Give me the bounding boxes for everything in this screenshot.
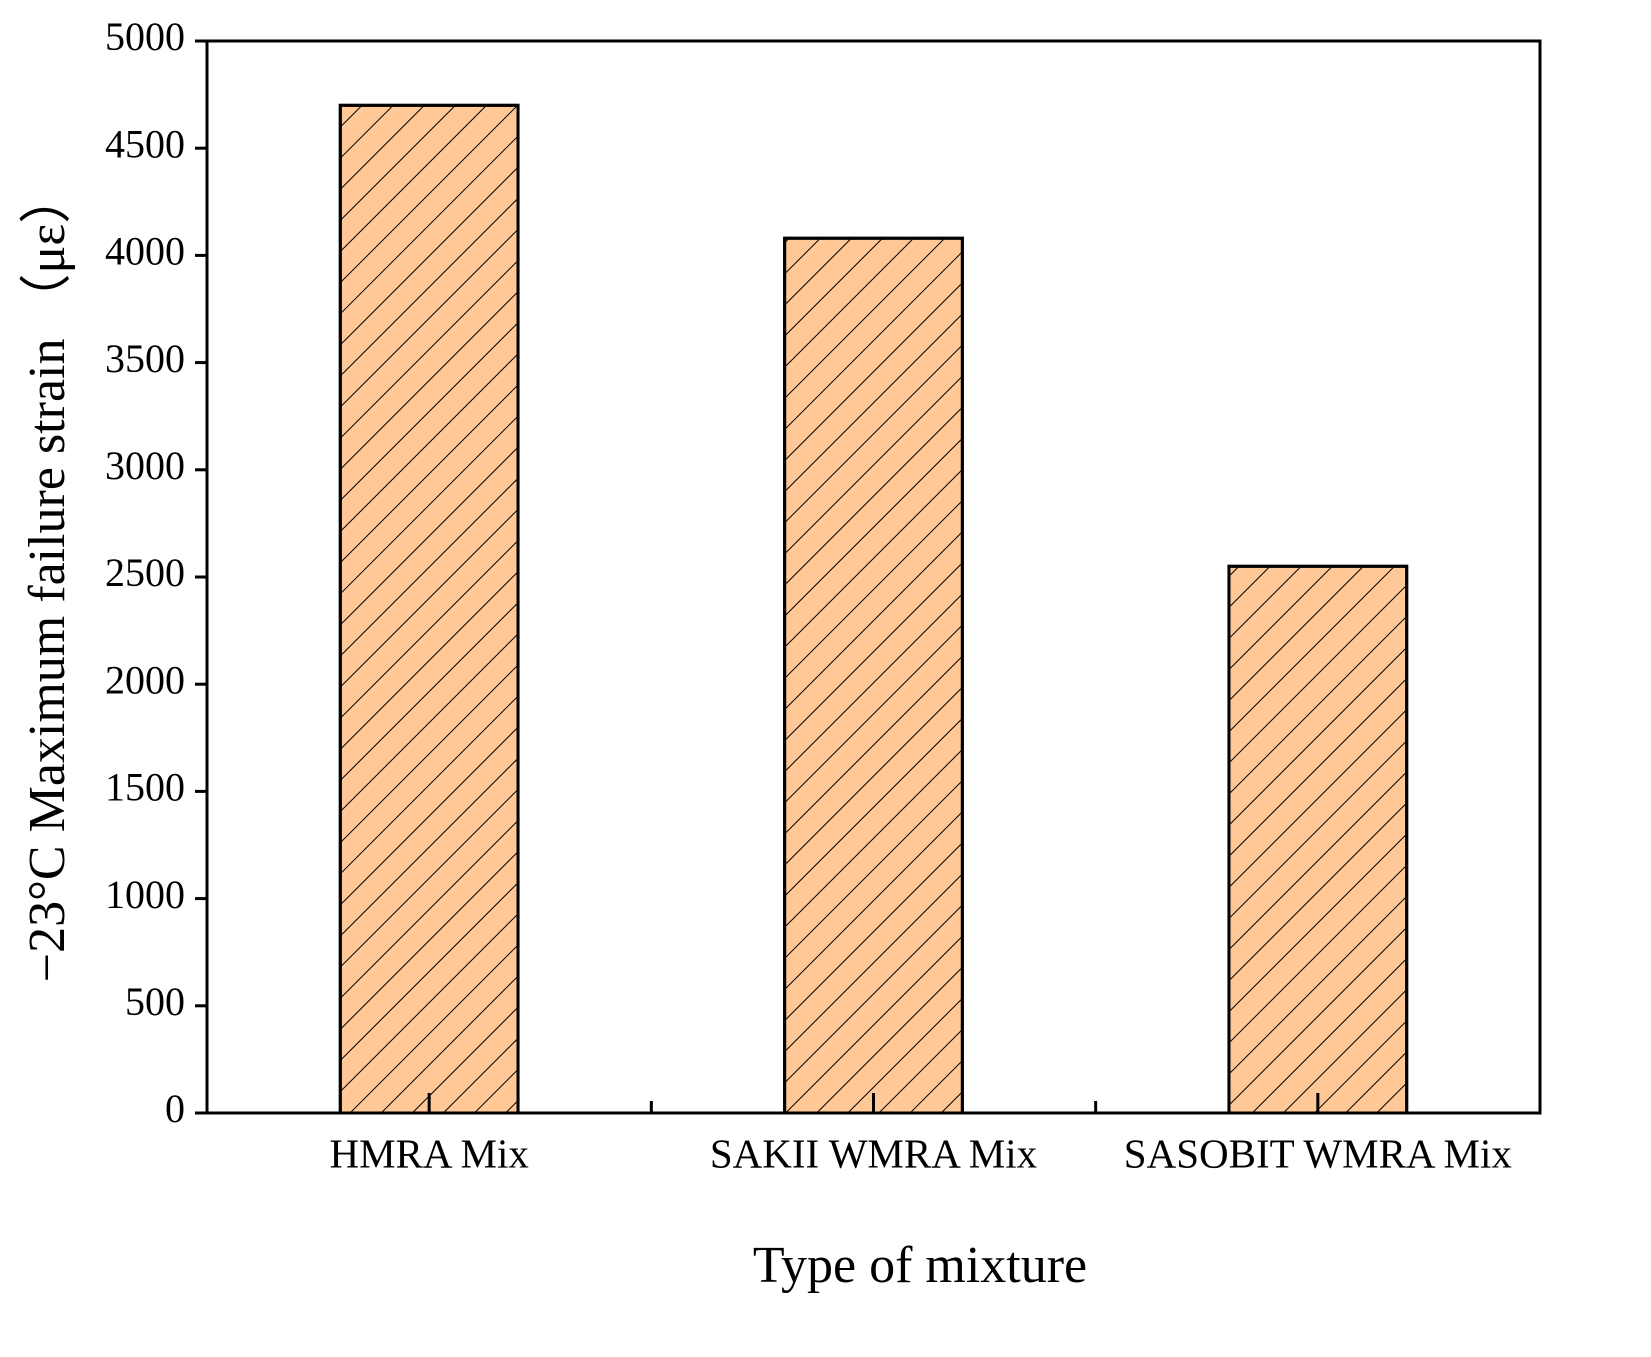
x-tick-label: SAKII WMRA Mix	[710, 1130, 1037, 1176]
plot-frame	[205, 39, 1542, 1115]
y-tick-label: 1000	[105, 872, 185, 917]
y-tick-label: 3000	[105, 443, 185, 488]
x-tick-label: SASOBIT WMRA Mix	[1124, 1130, 1512, 1176]
y-tick-label: 1500	[105, 765, 185, 810]
bar-hatch	[338, 103, 520, 1115]
x-tick-label: HMRA Mix	[329, 1130, 528, 1176]
y-tick-label: 0	[165, 1086, 185, 1131]
y-tick-label: 500	[125, 979, 185, 1024]
y-tick-label: 5000	[105, 14, 185, 59]
y-tick-label: 4000	[105, 229, 185, 274]
x-axis-title: Type of mixture	[753, 1237, 1087, 1294]
bar-hatch	[1227, 564, 1409, 1115]
y-axis-title: −23°C Maximum failure strain （με）	[19, 172, 76, 982]
y-tick-label: 2500	[105, 550, 185, 595]
y-tick-label: 3500	[105, 336, 185, 381]
y-tick-label: 4500	[105, 121, 185, 166]
y-tick-label: 2000	[105, 657, 185, 702]
bar-hatch	[783, 236, 964, 1115]
